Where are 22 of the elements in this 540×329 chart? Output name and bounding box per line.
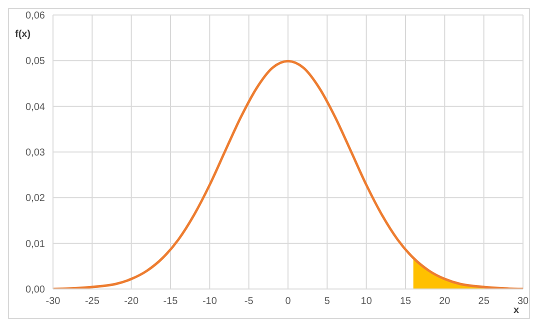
x-tick-label: -20 [124,296,139,308]
x-tick-label: -25 [84,296,100,308]
x-tick-label: 0 [285,296,292,308]
x-tick-label: 30 [517,296,529,308]
x-tick-label: 15 [400,296,412,308]
x-tick-label: 25 [478,296,490,308]
x-tick-label: -5 [244,296,254,308]
x-tick-label: 20 [439,296,451,308]
y-tick-label: 0,02 [26,193,46,204]
x-tick-label: -15 [163,296,178,308]
y-tick-label: 0,01 [26,238,46,250]
x-axis-title: x [513,305,519,316]
x-tick-label: -30 [46,296,61,308]
x-tick-label: -10 [202,296,218,308]
x-tick-label: 10 [360,296,372,308]
y-tick-label: 0,04 [26,102,46,113]
y-tick-label: 0,03 [26,148,46,159]
y-tick-label: 0,00 [26,284,46,296]
x-tick-label: 5 [324,296,330,308]
y-tick-label: 0,06 [26,10,46,22]
y-axis-title: f(x) [15,29,31,40]
y-tick-label: 0,05 [26,56,46,68]
